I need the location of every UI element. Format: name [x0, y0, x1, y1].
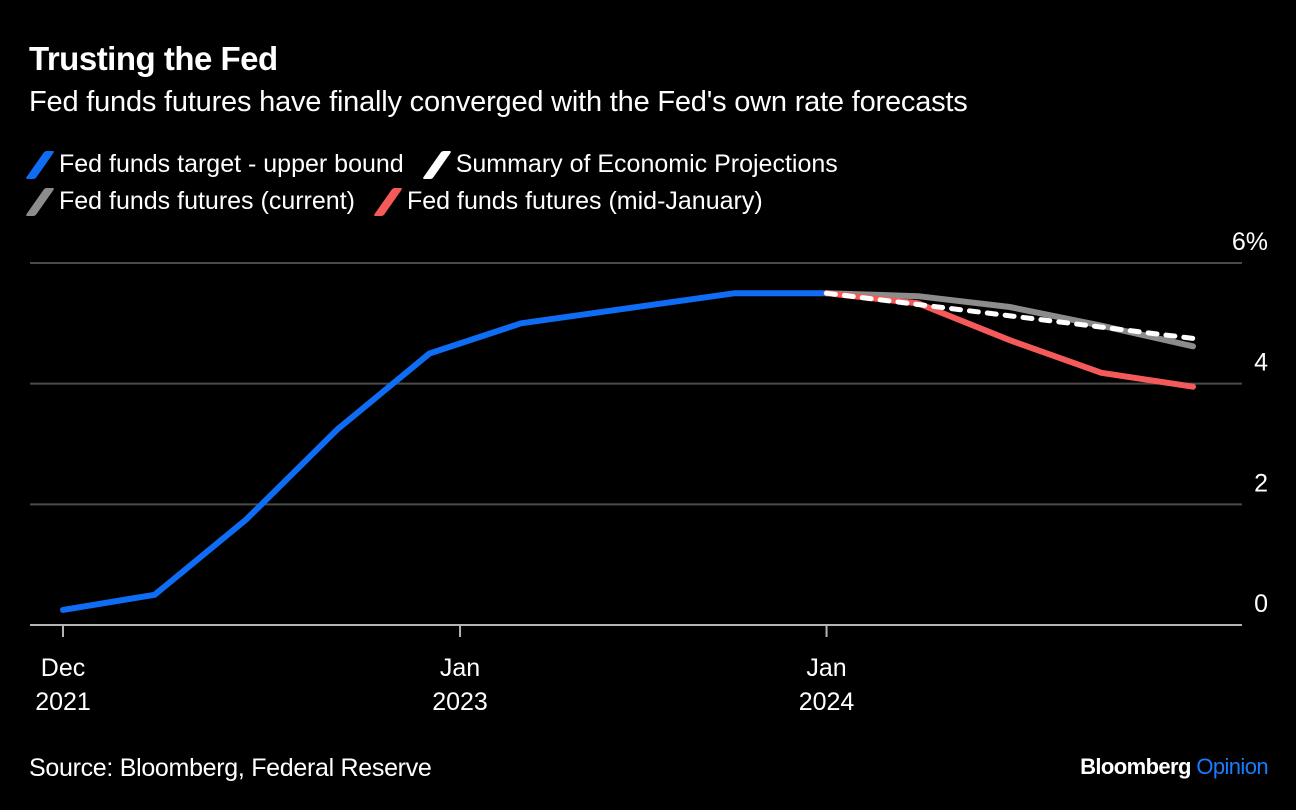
y-tick-label: 4	[1254, 349, 1268, 377]
chart-title: Trusting the Fed	[29, 40, 278, 77]
source-note: Source: Bloomberg, Federal Reserve	[29, 754, 432, 782]
x-tick-label-month: Jan	[440, 654, 480, 682]
legend-row-1: Fed funds target - upper bound Summary o…	[25, 146, 860, 183]
legend-item-sep: Summary of Economic Projections	[421, 146, 838, 183]
legend-item-futures-current: Fed funds futures (current)	[25, 183, 355, 220]
brand-logo: Bloomberg Opinion	[1080, 754, 1268, 780]
brand-accent: Opinion	[1196, 754, 1268, 779]
x-tick-label-year: 2023	[432, 688, 488, 716]
y-tick-label: 2	[1254, 469, 1268, 497]
x-tick-label-year: 2024	[799, 688, 855, 716]
chart-subtitle: Fed funds futures have finally converged…	[29, 86, 968, 118]
legend-item-fed-target: Fed funds target - upper bound	[25, 146, 404, 183]
y-tick-label: 0	[1254, 590, 1268, 618]
y-axis: 0 2 4 6%	[1232, 228, 1268, 618]
series-lines	[60, 290, 1196, 613]
legend-item-futures-mid-january: Fed funds futures (mid-January)	[373, 183, 763, 220]
legend-row-2: Fed funds futures (current) Fed funds fu…	[25, 183, 860, 220]
legend-label-fed-target: Fed funds target - upper bound	[59, 150, 404, 178]
brand-main: Bloomberg	[1080, 754, 1191, 779]
gridlines	[30, 262, 1242, 506]
series-line-fed-funds-target-upper-bound	[60, 290, 830, 613]
legend-label-futures-mid-january: Fed funds futures (mid-January)	[406, 187, 763, 215]
legend-label-futures-current: Fed funds futures (current)	[59, 187, 355, 215]
x-tick-label-month: Jan	[806, 654, 846, 682]
y-tick-label: 6%	[1232, 228, 1268, 256]
x-tick-label-year: 2021	[35, 688, 91, 716]
legend-label-sep: Summary of Economic Projections	[455, 150, 838, 178]
series-line-summary-of-economic-projections	[824, 290, 1196, 341]
legend: Fed funds target - upper bound Summary o…	[25, 146, 860, 220]
x-tick-label-month: Dec	[41, 654, 85, 682]
x-axis: Dec 2021 Jan 2023 Jan 2024	[30, 624, 1242, 716]
